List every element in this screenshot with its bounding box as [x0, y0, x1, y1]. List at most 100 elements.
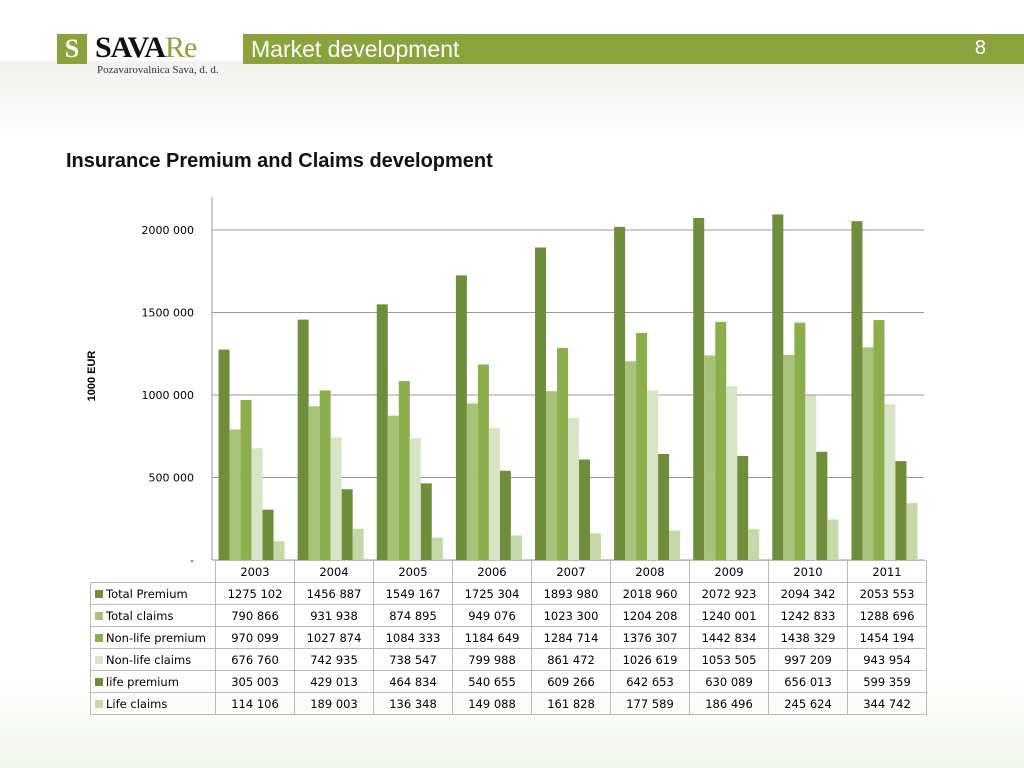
bar-non-life-claims	[726, 386, 738, 560]
table-cell: 1053 505	[689, 648, 769, 671]
table-cell: 630 089	[689, 670, 769, 693]
bar-total-claims	[625, 361, 637, 560]
table-cell: 1275 102	[215, 582, 295, 605]
bar-non-life-premium	[636, 332, 648, 560]
logo-mark: S	[57, 34, 87, 64]
table-cell: 799 988	[452, 648, 532, 671]
year-header: 2006	[452, 560, 532, 583]
year-header: 2009	[689, 560, 769, 583]
series-name: Non-life claims	[106, 652, 192, 667]
bar-non-life-claims	[884, 404, 896, 560]
legend-swatch	[95, 633, 103, 642]
year-header: 2003	[215, 560, 295, 583]
table-cell: 540 655	[452, 670, 532, 693]
table-cell: 1456 887	[294, 582, 374, 605]
bar-total-claims	[387, 415, 399, 560]
year-header: 2010	[768, 560, 848, 583]
legend-swatch	[95, 677, 103, 686]
y-tick-label: 1000 000	[142, 389, 195, 402]
table-cell: 599 359	[847, 670, 927, 693]
table-cell: 656 013	[768, 670, 848, 693]
table-cell: 245 624	[768, 692, 848, 715]
table-cell: 1027 874	[294, 626, 374, 649]
table-cell: 2094 342	[768, 582, 848, 605]
series-label: Total claims	[90, 604, 216, 627]
series-label: Life claims	[90, 692, 216, 715]
table-cell: 177 589	[610, 692, 690, 715]
table-cell: 931 938	[294, 604, 374, 627]
table-cell: 114 106	[215, 692, 295, 715]
section-title: Market development	[251, 36, 460, 62]
table-cell: 2053 553	[847, 582, 927, 605]
bar-life-premium	[420, 483, 432, 560]
table-cell: 861 472	[531, 648, 611, 671]
table-row: Non-life premium 970 099 1027 874 1084 333 1…	[90, 626, 927, 649]
y-tick-label: 500 000	[149, 472, 195, 485]
bar-non-life-claims	[805, 395, 817, 560]
table-cell: 1288 696	[847, 604, 927, 627]
bar-total-premium	[851, 221, 863, 560]
bar-life-premium	[262, 509, 274, 560]
section-banner: Market development 8	[243, 34, 1024, 64]
table-cell: 738 547	[373, 648, 453, 671]
table-cell: 997 209	[768, 648, 848, 671]
bar-life-premium	[579, 459, 590, 560]
table-row: Total Premium 1275 102 1456 887 1549 167 172…	[90, 582, 927, 605]
table-cell: 1893 980	[531, 582, 611, 605]
bar-life-premium	[499, 470, 511, 560]
table-cell: 790 866	[215, 604, 295, 627]
bar-total-claims	[229, 429, 241, 560]
table-cell: 874 895	[373, 604, 453, 627]
table-cell: 1284 714	[531, 626, 611, 649]
bar-life-claims	[590, 533, 601, 560]
bar-life-claims	[906, 503, 918, 560]
table-cell: 676 760	[215, 648, 295, 671]
legend-swatch	[95, 699, 103, 708]
page-number: 8	[974, 37, 986, 59]
series-label: life premium	[90, 670, 216, 693]
bar-non-life-premium	[319, 390, 331, 560]
table-cell: 1454 194	[847, 626, 927, 649]
bar-life-claims	[748, 529, 760, 560]
year-header: 2008	[610, 560, 690, 583]
bar-total-claims	[783, 354, 795, 560]
bar-total-premium	[772, 214, 784, 560]
table-cell: 970 099	[215, 626, 295, 649]
bar-life-claims	[273, 541, 285, 560]
table-cell: 943 954	[847, 648, 927, 671]
table-cell: 642 653	[610, 670, 690, 693]
bar-non-life-premium	[557, 348, 568, 560]
table-cell: 1376 307	[610, 626, 690, 649]
table-cell: 1438 329	[768, 626, 848, 649]
table-cell: 609 266	[531, 670, 611, 693]
series-name: Total Premium	[106, 586, 188, 601]
bar-total-premium	[297, 319, 309, 560]
bar-non-life-premium	[477, 364, 489, 560]
year-header: 2005	[373, 560, 453, 583]
table-cell: 464 834	[373, 670, 453, 693]
series-name: Total claims	[106, 608, 174, 623]
slide-title: Insurance Premium and Claims development	[66, 150, 493, 172]
table-cell: 305 003	[215, 670, 295, 693]
bar-non-life-claims	[330, 437, 342, 560]
series-label: Total Premium	[90, 582, 216, 605]
table-cell: 742 935	[294, 648, 374, 671]
table-cell: 1549 167	[373, 582, 453, 605]
year-header: 2011	[847, 560, 927, 583]
bar-life-claims	[431, 537, 443, 560]
legend-swatch	[95, 611, 103, 620]
series-name: life premium	[106, 674, 179, 689]
y-tick-label: 1500 000	[142, 307, 195, 320]
series-name: Life claims	[106, 696, 168, 711]
table-cell: 1242 833	[768, 604, 848, 627]
series-name: Non-life premium	[106, 630, 206, 645]
table-cell: 1023 300	[531, 604, 611, 627]
bar-total-claims	[862, 347, 874, 560]
y-tick-label: -	[190, 554, 194, 567]
bar-non-life-claims	[488, 428, 500, 560]
table-row: Non-life claims 676 760 742 935 738 547 799 …	[90, 648, 927, 671]
table-cell: 136 348	[373, 692, 453, 715]
table-cell: 2018 960	[610, 582, 690, 605]
bar-life-premium	[737, 456, 749, 560]
